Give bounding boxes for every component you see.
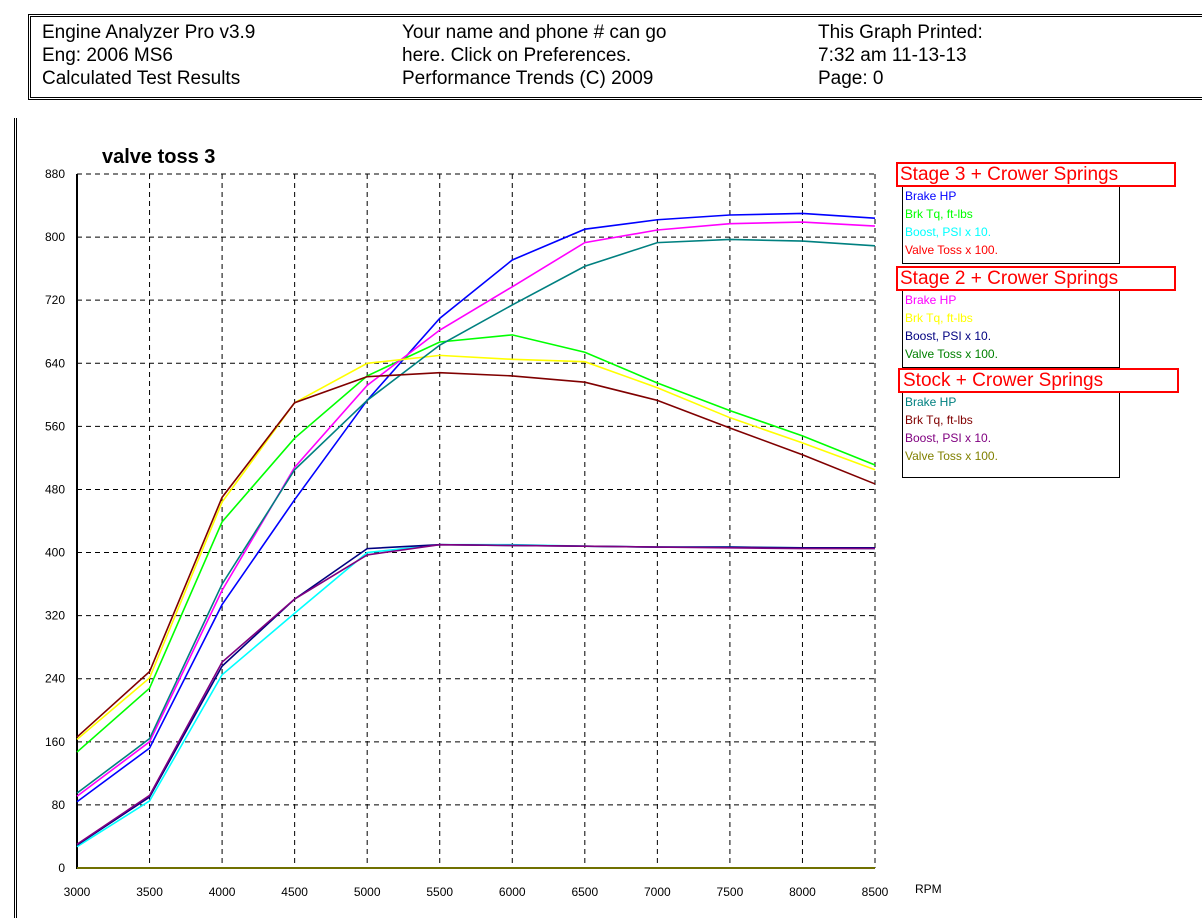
y-tick-label: 560 — [45, 419, 65, 433]
y-tick-label: 80 — [52, 798, 66, 812]
x-tick-label: 4500 — [281, 885, 308, 899]
y-tick-label: 0 — [58, 861, 65, 875]
series-line-stage-3-crower-springs-boost-psi-x-10 — [76, 543, 876, 848]
y-tick-label: 720 — [45, 293, 65, 307]
legend-item: Valve Toss x 100. — [905, 449, 998, 463]
series-line-stage-3-crower-springs-brk-tq-ft-lbs — [76, 334, 876, 753]
header-line: Engine Analyzer Pro v3.9 — [42, 22, 256, 43]
legend-item: Valve Toss x 100. — [905, 243, 998, 257]
header-program-info: Engine Analyzer Pro v3.9 Eng: 2006 MS6 C… — [42, 21, 255, 90]
x-tick-label: 5500 — [426, 885, 453, 899]
chart-title: valve toss 3 — [102, 146, 215, 168]
legend-item: Brake HP — [905, 395, 957, 409]
report-header: Engine Analyzer Pro v3.9 Eng: 2006 MS6 C… — [28, 14, 1202, 100]
series-line-stock-crower-springs-brk-tq-ft-lbs — [76, 371, 876, 738]
legend-group-box: Brake HP Brk Tq, ft-lbs Boost, PSI x 10. Va… — [902, 393, 1120, 478]
y-tick-label: 320 — [45, 609, 65, 623]
legend-item: Valve Toss x 100. — [905, 347, 998, 361]
series-line-stock-crower-springs-brake-hp — [76, 238, 876, 794]
y-tick-label: 800 — [45, 230, 65, 244]
legend-group-box: Brake HP Brk Tq, ft-lbs Boost, PSI x 10. Va… — [902, 187, 1120, 264]
x-tick-label: 7000 — [644, 885, 671, 899]
header-line: Performance Trends (C) 2009 — [402, 68, 654, 89]
legend-item: Brake HP — [905, 293, 957, 307]
legend-group-title: Stage 2 + Crower Springs — [896, 266, 1176, 291]
x-tick-label: 8500 — [862, 885, 889, 899]
header-print-info: This Graph Printed: 7:32 am 11-13-13 Pag… — [818, 21, 983, 90]
y-tick-label: 880 — [45, 167, 65, 181]
header-user-info: Your name and phone # can go here. Click… — [402, 21, 666, 90]
legend-item: Boost, PSI x 10. — [905, 431, 992, 445]
y-tick-label: 640 — [45, 356, 65, 370]
x-tick-label: 6000 — [499, 885, 526, 899]
legend-item: Brake HP — [905, 189, 957, 203]
header-line: here. Click on Preferences. — [402, 45, 632, 66]
legend-group-box: Brake HP Brk Tq, ft-lbs Boost, PSI x 10. Va… — [902, 291, 1120, 368]
header-line: Your name and phone # can go — [402, 22, 667, 43]
x-tick-label: 4000 — [209, 885, 236, 899]
x-axis-label: RPM — [915, 882, 942, 896]
x-tick-label: 3000 — [64, 885, 91, 899]
legend-item: Boost, PSI x 10. — [905, 329, 992, 343]
y-tick-label: 400 — [45, 546, 65, 560]
x-tick-label: 8000 — [789, 885, 816, 899]
legend-item: Boost, PSI x 10. — [905, 225, 992, 239]
series-line-stage-3-crower-springs-brake-hp — [76, 212, 876, 803]
series-line-stock-crower-springs-boost-psi-x-10 — [76, 543, 875, 846]
y-tick-label: 480 — [45, 482, 65, 496]
x-tick-label: 3500 — [136, 885, 163, 899]
legend-group-title: Stage 3 + Crower Springs — [896, 162, 1176, 187]
legend-group-title: Stock + Crower Springs — [898, 368, 1179, 393]
series-line-stage-2-crower-springs-brake-hp — [76, 221, 876, 797]
header-line: Eng: 2006 MS6 — [42, 45, 173, 66]
page-border — [14, 118, 18, 918]
x-tick-label: 5000 — [354, 885, 381, 899]
series-line-stage-2-crower-springs-brk-tq-ft-lbs — [76, 354, 876, 741]
legend-item: Brk Tq, ft-lbs — [905, 311, 973, 325]
y-tick-label: 240 — [45, 672, 65, 686]
header-line: This Graph Printed: — [818, 22, 983, 43]
legend-item: Brk Tq, ft-lbs — [905, 413, 973, 427]
header-line: Page: 0 — [818, 68, 884, 89]
x-tick-label: 7500 — [717, 885, 744, 899]
series-line-stage-2-crower-springs-boost-psi-x-10 — [76, 543, 875, 846]
header-line: Calculated Test Results — [42, 68, 241, 89]
y-tick-label: 160 — [45, 735, 65, 749]
x-tick-label: 6500 — [571, 885, 598, 899]
header-line: 7:32 am 11-13-13 — [818, 45, 967, 66]
legend-item: Brk Tq, ft-lbs — [905, 207, 973, 221]
